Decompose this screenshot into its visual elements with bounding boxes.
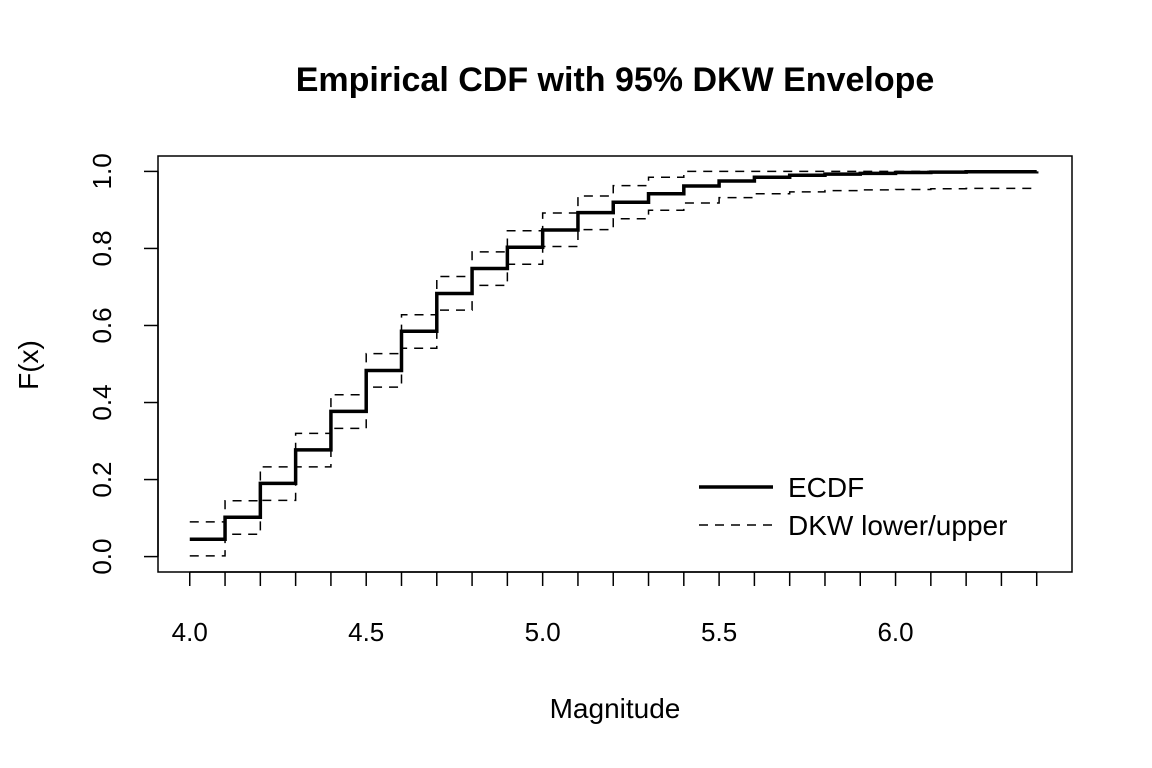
x-tick-label: 6.0	[877, 617, 913, 647]
y-tick-label: 0.2	[87, 461, 117, 497]
y-tick-label: 1.0	[87, 153, 117, 189]
x-tick-label: 4.0	[172, 617, 208, 647]
legend-label-dkw: DKW lower/upper	[788, 510, 1007, 541]
y-axis-label: F(x)	[13, 340, 44, 390]
series-dkw-upper	[189, 170, 1037, 523]
y-tick-label: 0.0	[87, 539, 117, 575]
series-layer	[189, 170, 1039, 557]
x-tick-label: 5.0	[525, 617, 561, 647]
y-axis: 0.0 0.2 0.4 0.6 0.8 1.0	[87, 153, 159, 575]
chart-title: Empirical CDF with 95% DKW Envelope	[296, 61, 935, 99]
legend: ECDF DKW lower/upper	[699, 472, 1007, 541]
legend-label-ecdf: ECDF	[788, 472, 864, 503]
x-tick-label: 5.5	[701, 617, 737, 647]
y-tick-label: 0.8	[87, 230, 117, 266]
series-dkw-lower	[189, 187, 1038, 557]
x-tick-label: 4.5	[348, 617, 384, 647]
x-axis: 4.0 4.5 5.0 5.5 6.0	[172, 571, 1038, 647]
x-axis-label: Magnitude	[550, 693, 681, 724]
y-tick-label: 0.4	[87, 384, 117, 420]
y-tick-label: 0.6	[87, 307, 117, 343]
